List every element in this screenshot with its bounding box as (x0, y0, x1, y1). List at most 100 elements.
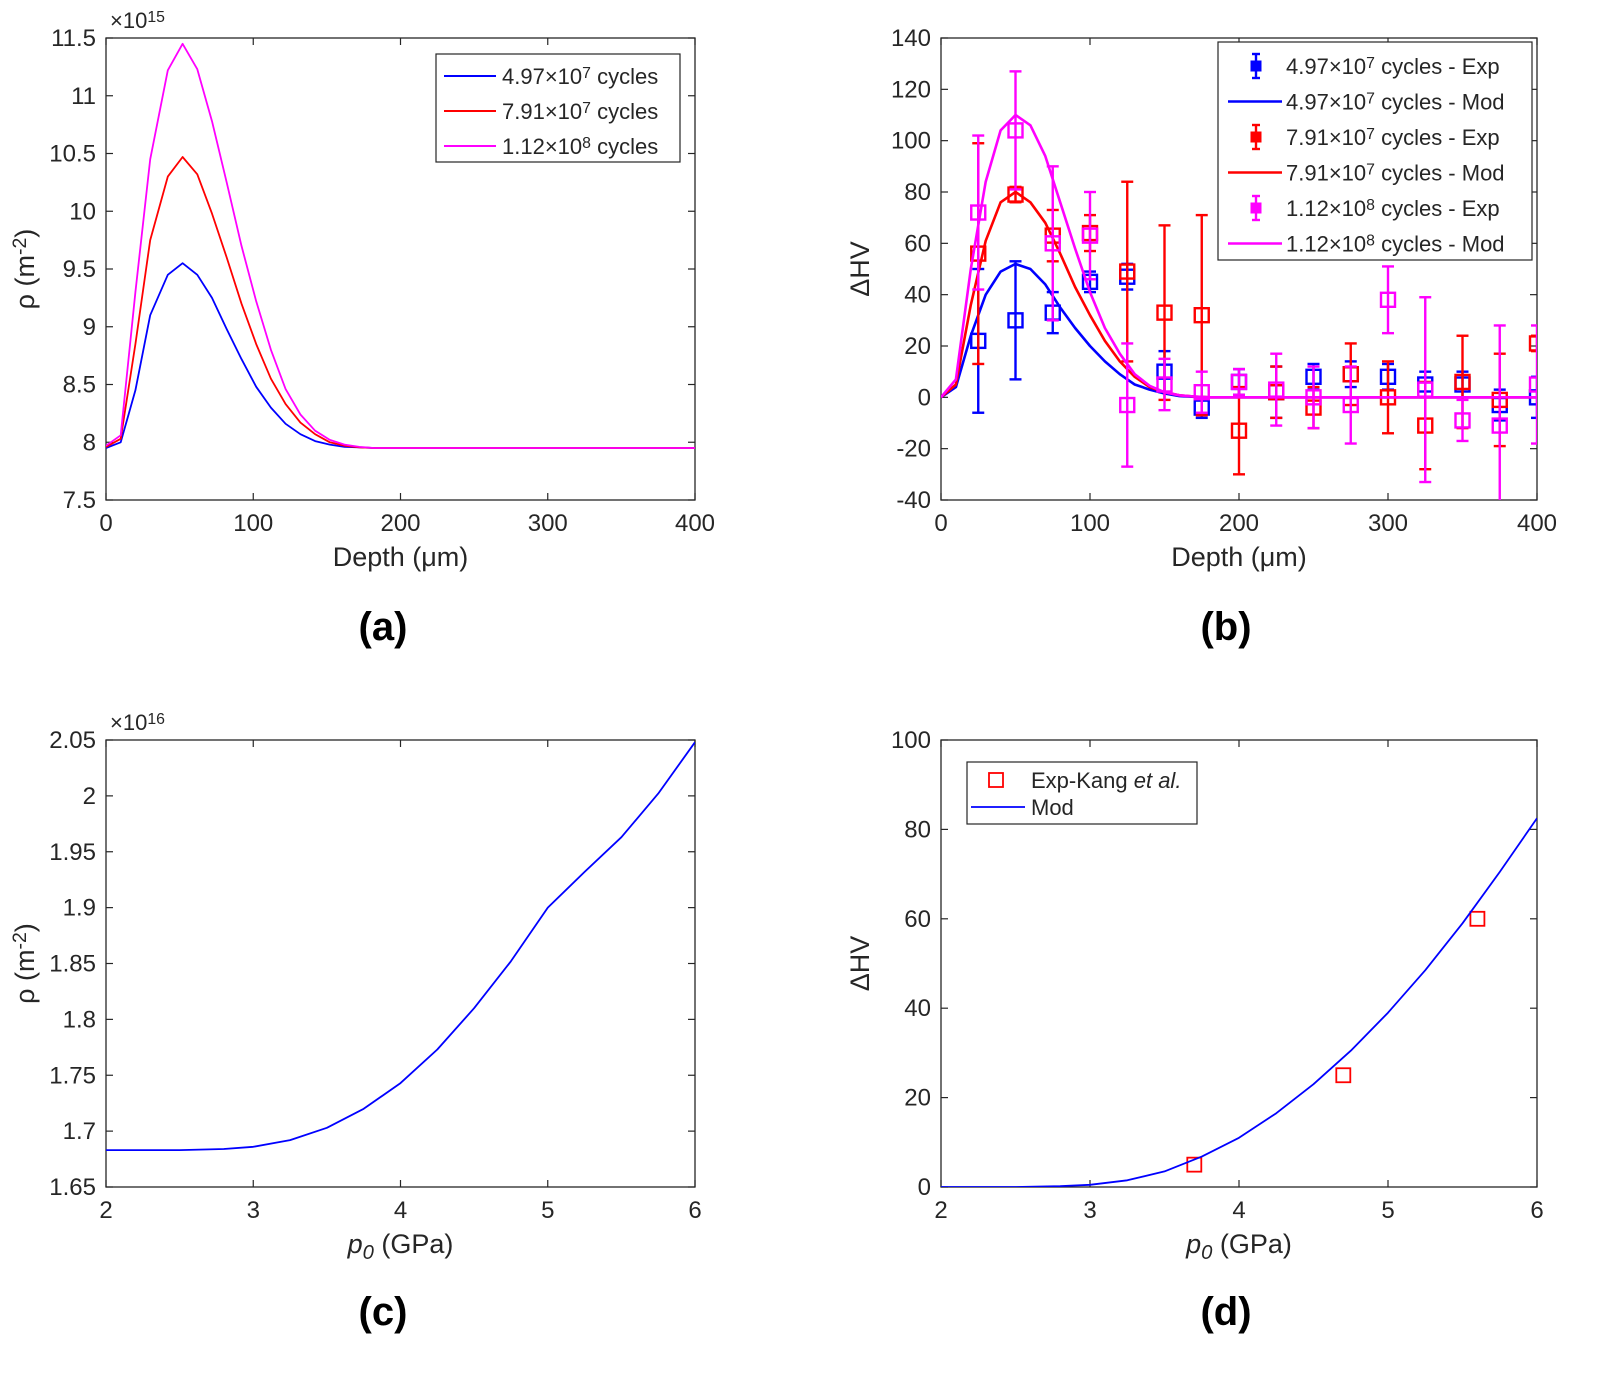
legend-swatch (1250, 60, 1262, 72)
data-marker (1230, 422, 1248, 439)
legend-swatch (1250, 202, 1262, 214)
data-marker (1044, 235, 1061, 252)
x-tick-label: 6 (1530, 1197, 1543, 1224)
data-marker (1186, 1156, 1203, 1173)
x-axis-label: p0 (GPa) (347, 1229, 454, 1264)
legend: Exp-Kang et al.Mod (966, 761, 1198, 825)
y-tick-label: 80 (904, 816, 931, 843)
y-tick-label: 60 (904, 906, 931, 933)
x-tick-label: 200 (1219, 510, 1259, 537)
legend-label: 4.97×107 cycles - Mod (1286, 90, 1505, 115)
y-tick-label: 0 (918, 384, 931, 411)
y-tick-label: 60 (904, 230, 931, 257)
legend-label: Mod (1031, 795, 1074, 820)
y-tick-label: 2.05 (49, 727, 96, 754)
legend: 4.97×107 cycles 7.91×107 cycles 1.12×108 c… (435, 53, 681, 163)
y-tick-label: 1.75 (49, 1062, 96, 1089)
y-tick-label: 10.5 (49, 141, 96, 168)
y-tick-label: 1.8 (63, 1006, 96, 1033)
series-line (106, 741, 695, 1151)
x-tick-label: 4 (1232, 1197, 1245, 1224)
legend: 4.97×107 cycles - Exp 4.97×107 cycles - M… (1217, 41, 1533, 261)
x-tick-label: 4 (394, 1197, 407, 1224)
legend-box (435, 53, 681, 163)
x-tick-label: 6 (688, 1197, 701, 1224)
panel-label: (b) (1200, 605, 1251, 649)
data-marker (1007, 122, 1024, 139)
y-tick-label: 120 (891, 76, 931, 103)
legend-label: 7.91×107 cycles - Exp (1286, 125, 1500, 150)
data-marker (1230, 373, 1248, 391)
y-tick-label: 9 (83, 314, 96, 341)
series-2 (106, 42, 695, 449)
panel-a: 0 100 200 300 400 7.5 8 8.5 9 9.5 10 10.5 11 11.5 ×101… (9, 8, 715, 649)
series-line (941, 113, 1537, 399)
y-tick-label: 9.5 (63, 256, 96, 283)
y-tick-label: 40 (904, 995, 931, 1022)
x-tick-label: 400 (1517, 510, 1557, 537)
y-axis-label: ΔHV (845, 936, 875, 992)
series-0 (1186, 910, 1486, 1173)
data-marker (1193, 307, 1210, 324)
legend-label: 4.97×107 cycles - Exp (1286, 54, 1500, 79)
data-marker (1007, 312, 1024, 329)
y-tick-label: 10 (69, 198, 96, 225)
series-0 (106, 741, 695, 1151)
series-1 (941, 817, 1537, 1187)
y-tick-label: 11 (71, 83, 96, 110)
data-marker (1193, 384, 1210, 401)
x-tick-label: 200 (380, 510, 420, 537)
x-tick-label: 100 (1070, 510, 1110, 537)
x-tick-label: 3 (247, 1197, 260, 1224)
data-marker (1528, 335, 1537, 352)
data-marker (1156, 304, 1173, 321)
panel-c: 2 3 4 5 6 1.65 1.7 1.75 1.8 1.85 1.9 1.95 2 2.05 ×1016… (9, 710, 701, 1334)
data-marker (1454, 412, 1471, 429)
y-tick-label: 1.9 (63, 895, 96, 922)
y-tick-label: 0 (918, 1174, 931, 1201)
y-tick-label: 1.95 (49, 839, 96, 866)
y-tick-label: 100 (891, 128, 931, 155)
legend-swatch (1250, 131, 1262, 143)
exponent-label: ×1015 (110, 8, 165, 33)
y-tick-label: 2 (83, 783, 96, 810)
y-tick-label: 40 (904, 282, 931, 309)
data-marker (1379, 291, 1397, 308)
y-axis-label: ρ (m-2) (9, 923, 40, 1004)
x-tick-label: 300 (528, 510, 568, 537)
y-tick-label: -40 (896, 487, 931, 514)
x-tick-label: 2 (934, 1197, 947, 1224)
data-marker (1454, 373, 1471, 391)
y-tick-label: 20 (904, 1085, 931, 1112)
x-tick-label: 2 (99, 1197, 112, 1224)
y-tick-label: -20 (896, 436, 931, 463)
y-tick-label: 140 (891, 25, 931, 52)
legend-label: 7.91×107 cycles - Mod (1286, 161, 1505, 186)
plot-area (105, 739, 696, 1188)
y-tick-label: 80 (904, 179, 931, 206)
data-marker (1469, 910, 1486, 927)
exponent-label: ×1016 (110, 710, 165, 735)
data-marker (1081, 227, 1099, 244)
y-tick-label: 20 (904, 333, 931, 360)
y-axis-label: ΔHV (845, 241, 875, 297)
legend-label: 7.91×107 cycles (502, 99, 658, 124)
data-marker (1528, 376, 1537, 393)
legend-label: 4.97×107 cycles (502, 64, 658, 89)
panel-label: (d) (1200, 1290, 1251, 1334)
x-axis-label: Depth (μm) (1171, 542, 1307, 572)
x-axis-label: p0 (GPa) (1185, 1229, 1292, 1264)
data-marker (1119, 263, 1136, 280)
legend-label: 1.12×108 cycles - Exp (1286, 196, 1500, 221)
series-line (106, 42, 695, 449)
data-marker (1119, 396, 1136, 414)
x-tick-label: 100 (233, 510, 273, 537)
x-tick-label: 300 (1368, 510, 1408, 537)
legend-label: Exp-Kang et al. (1031, 768, 1181, 793)
legend-label: 1.12×108 cycles - Mod (1286, 232, 1505, 257)
x-tick-label: 400 (675, 510, 715, 537)
y-tick-label: 1.65 (49, 1174, 96, 1201)
y-tick-label: 7.5 (63, 487, 96, 514)
panel-label: (c) (359, 1290, 408, 1334)
